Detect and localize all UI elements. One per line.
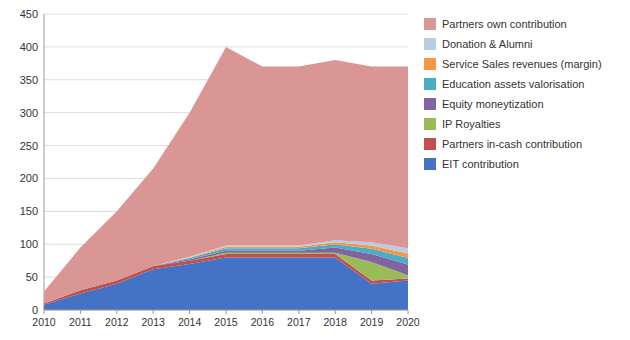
y-axis-line — [44, 14, 45, 310]
grid-line — [44, 14, 408, 15]
chart: 0501001502002503003504004502010201120122… — [0, 0, 630, 340]
legend-swatch — [424, 98, 436, 110]
legend-label: Equity moneytization — [442, 98, 544, 110]
x-tick — [408, 310, 409, 314]
legend-swatch — [424, 38, 436, 50]
legend-label: IP Royalties — [442, 118, 501, 130]
legend-label: Partners in-cash contribution — [442, 138, 582, 150]
y-tick-label: 150 — [20, 205, 38, 217]
x-tick-label: 2011 — [69, 316, 92, 328]
legend-label: EIT contribution — [442, 158, 519, 170]
x-tick — [371, 310, 372, 314]
x-tick-label: 2020 — [396, 316, 420, 328]
y-tick-label: 200 — [20, 172, 38, 184]
legend-swatch — [424, 58, 436, 70]
y-tick-label: 300 — [20, 107, 38, 119]
area — [44, 47, 408, 304]
x-tick-label: 2014 — [178, 316, 202, 328]
x-tick-label: 2015 — [214, 316, 238, 328]
grid — [44, 14, 408, 310]
x-tick — [116, 310, 117, 314]
legend-swatch — [424, 118, 436, 130]
legend-label: Donation & Alumni — [442, 38, 533, 50]
x-tick — [80, 310, 81, 314]
x-axis: 2010 2011 2012 2013 2014 2015 2016 2017 2018 2019… — [32, 310, 420, 328]
y-tick-label: 100 — [20, 238, 38, 250]
y-tick-label: 0 — [32, 304, 38, 316]
legend: Partners own contribution Donation & Alum… — [424, 18, 602, 170]
x-tick-label: 2018 — [324, 316, 348, 328]
x-tick — [189, 310, 190, 314]
legend-swatch — [424, 78, 436, 90]
x-tick — [153, 310, 154, 314]
x-tick — [335, 310, 336, 314]
y-tick-label: 450 — [20, 8, 38, 20]
x-tick-label: 2016 — [251, 316, 275, 328]
x-tick-label: 2012 — [105, 316, 129, 328]
x-tick — [226, 310, 227, 314]
x-tick-label: 2019 — [360, 316, 384, 328]
y-tick-label: 400 — [20, 41, 38, 53]
legend-label: Service Sales revenues (margin) — [442, 58, 602, 70]
legend-swatch — [424, 158, 436, 170]
areas — [44, 47, 408, 310]
x-tick-label: 2010 — [32, 316, 56, 328]
x-tick-label: 2013 — [142, 316, 166, 328]
x-tick — [262, 310, 263, 314]
y-tick-label: 250 — [20, 140, 38, 152]
legend-swatch — [424, 138, 436, 150]
legend-swatch — [424, 18, 436, 30]
x-tick-label: 2017 — [287, 316, 311, 328]
y-axis: 0 50 100 150 200 250 300 350 400 450 — [20, 8, 44, 316]
legend-label: Partners own contribution — [442, 18, 567, 30]
x-tick — [44, 310, 45, 314]
legend-label: Education assets valorisation — [442, 78, 584, 90]
x-tick — [298, 310, 299, 314]
y-tick-label: 350 — [20, 74, 38, 86]
y-tick-label: 50 — [26, 271, 38, 283]
